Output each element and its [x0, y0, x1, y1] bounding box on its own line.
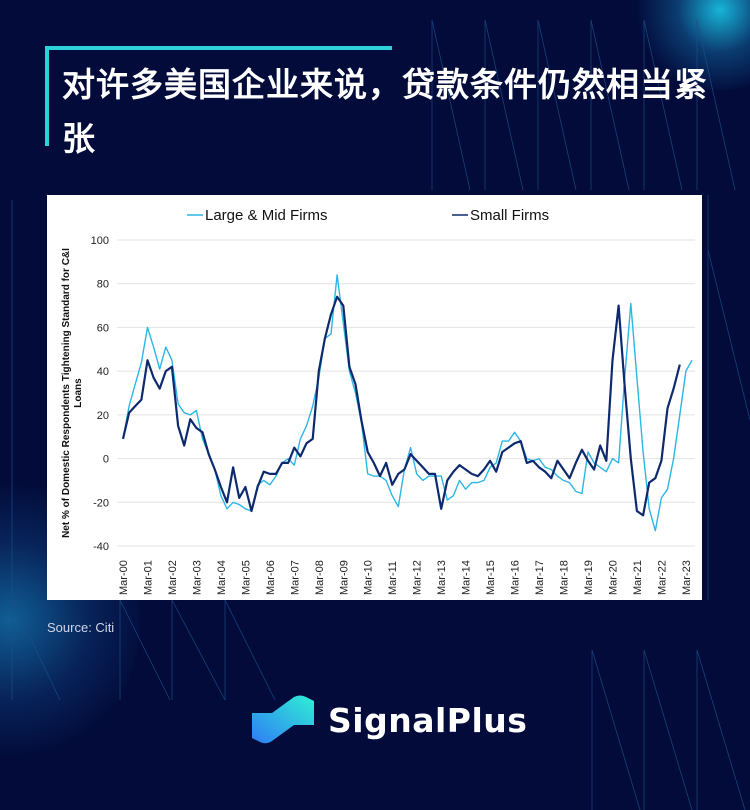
- y-tick-label: 20: [97, 410, 109, 422]
- x-tick-label: Mar-23: [681, 560, 693, 595]
- x-tick-label: Mar-09: [338, 560, 350, 595]
- chart-panel: -40 -20 0 20 40 60 80 100 Net % of Domestic Resp…: [47, 195, 702, 600]
- y-tick-label: 80: [97, 279, 109, 291]
- x-tick-label: Mar-01: [142, 560, 154, 595]
- x-tick-label: Mar-17: [534, 560, 546, 595]
- x-tick-label: Mar-16: [510, 560, 522, 595]
- x-tick-label: Mar-18: [559, 560, 571, 595]
- x-tick-label: Mar-05: [240, 560, 252, 595]
- x-tick-label: Mar-04: [216, 560, 228, 595]
- y-tick-label: 0: [103, 454, 109, 466]
- series-line-1: [121, 295, 681, 517]
- x-tick-label: Mar-03: [191, 560, 203, 595]
- x-tick-label: Mar-13: [436, 560, 448, 595]
- series-line-0: [122, 274, 693, 532]
- y-tick-label: -40: [93, 541, 109, 553]
- x-tick-label: Mar-11: [387, 561, 399, 595]
- y-tick-label: 100: [91, 235, 109, 247]
- x-tick-label: Mar-12: [412, 560, 424, 595]
- x-tick-label: Mar-20: [607, 560, 619, 595]
- x-tick-label: Mar-14: [461, 560, 473, 595]
- page-title: 对许多美国企业来说，贷款条件仍然相当紧张: [62, 65, 708, 158]
- x-tick-label: Mar-06: [265, 560, 277, 595]
- brand-logo: SignalPlus: [250, 695, 527, 745]
- title-accent-side: [45, 46, 49, 146]
- line-chart: -40 -20 0 20 40 60 80 100 Net % of Domestic Resp…: [61, 207, 695, 595]
- legend-label: Small Firms: [470, 207, 549, 224]
- x-tick-label: Mar-10: [363, 560, 375, 595]
- legend-label: Large & Mid Firms: [205, 207, 328, 224]
- x-tick-label: Mar-19: [583, 560, 595, 595]
- y-tick-label: -20: [93, 497, 109, 509]
- source-label: Source: Citi: [47, 620, 115, 635]
- brand-name: SignalPlus: [328, 700, 528, 740]
- y-tick-label: 60: [97, 322, 109, 334]
- signalplus-logo-icon: [252, 695, 314, 744]
- x-tick-label: Mar-08: [314, 560, 326, 595]
- x-tick-label: Mar-15: [485, 560, 497, 595]
- x-tick-label: Mar-00: [118, 560, 130, 595]
- title-accent-bar: [45, 46, 392, 50]
- x-tick-label: Mar-07: [289, 560, 301, 595]
- y-axis-label: Net % of Domestic Respondents Tightening…: [61, 248, 84, 538]
- y-tick-label: 40: [97, 366, 109, 378]
- x-tick-label: Mar-02: [167, 560, 179, 595]
- x-tick-label: Mar-21: [632, 560, 644, 595]
- x-tick-label: Mar-22: [656, 560, 668, 595]
